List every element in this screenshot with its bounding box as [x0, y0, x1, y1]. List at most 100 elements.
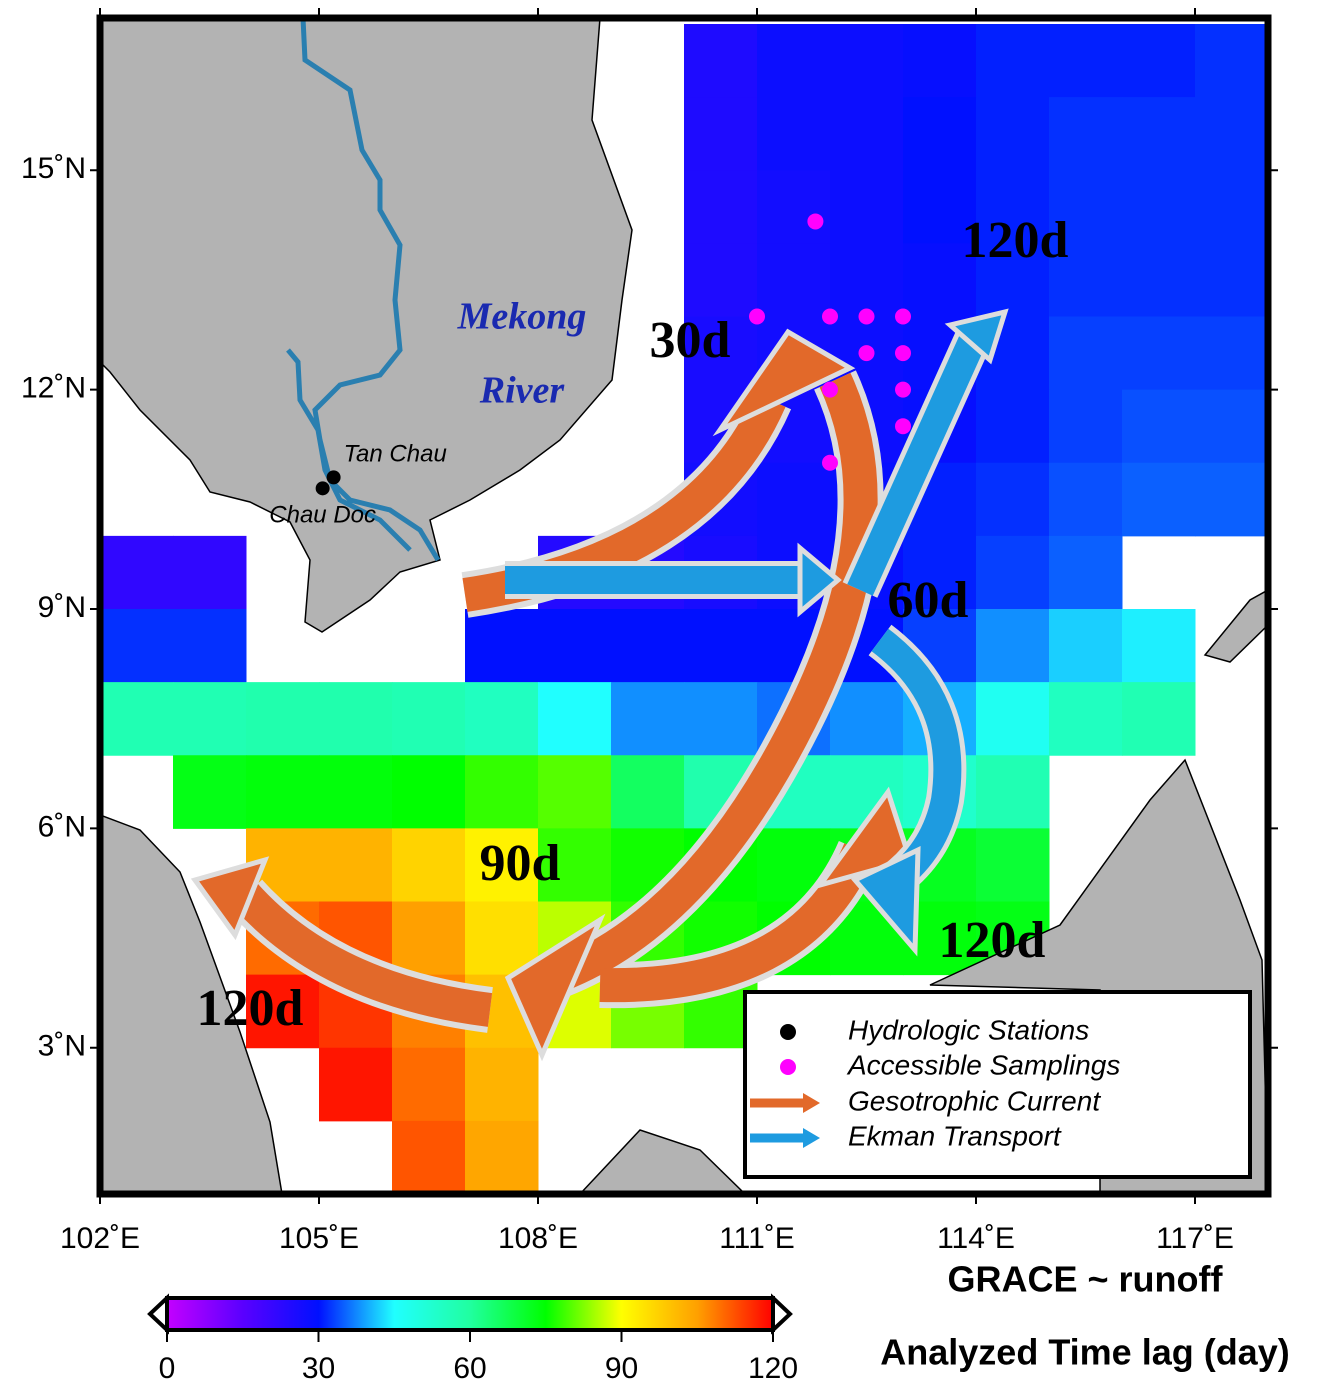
lag-cell — [392, 755, 466, 829]
lag-cell — [1049, 535, 1123, 610]
legend-symbol — [780, 1024, 796, 1040]
lag-cell — [903, 170, 977, 244]
sampling-point — [749, 308, 765, 325]
x-tick-label: 105˚E — [279, 1222, 359, 1255]
lag-cell — [830, 170, 904, 244]
legend-box — [743, 990, 1252, 1179]
palawan — [1203, 589, 1268, 663]
lag-cell — [976, 682, 1050, 756]
lag-cell — [903, 97, 977, 171]
lag-cell — [173, 682, 247, 756]
lag-cell — [100, 609, 174, 683]
lag-cell — [173, 535, 247, 610]
station — [315, 481, 330, 496]
colorbar-cap — [147, 1293, 169, 1335]
lag-cell — [392, 1120, 466, 1194]
y-tick-label: 15˚N — [21, 152, 86, 185]
y-tick-label: 6˚N — [38, 810, 86, 843]
lag-cell — [757, 24, 831, 98]
lag-cell — [465, 609, 539, 683]
lag-cell — [611, 682, 685, 756]
lag-cell — [1049, 24, 1123, 98]
lag-cell — [319, 682, 393, 756]
lag-cell — [1049, 316, 1123, 391]
lag-cell — [903, 243, 977, 317]
station-label: Chau Doc — [269, 502, 376, 529]
lag-cell — [465, 828, 539, 902]
lag-cell — [830, 97, 904, 171]
lag-cell — [1122, 316, 1196, 391]
lag-cell — [903, 535, 977, 610]
lag-label: 120d — [197, 980, 304, 1037]
legend-symbol — [780, 1059, 796, 1075]
x-tick-label: 114˚E — [937, 1222, 1015, 1255]
colorbar-tick-label: 60 — [453, 1352, 486, 1385]
river-label: Mekong — [457, 296, 587, 338]
lag-cell — [538, 828, 612, 902]
lag-cell — [1122, 243, 1196, 317]
lag-cell — [684, 316, 758, 391]
lag-cell — [173, 755, 247, 829]
lag-cell — [976, 170, 1050, 244]
lag-cell — [830, 24, 904, 98]
lag-cell — [976, 755, 1050, 829]
lag-cell — [392, 828, 466, 902]
lag-cell — [684, 609, 758, 683]
colorbar — [165, 1296, 775, 1332]
lag-label: 120d — [939, 912, 1046, 969]
lag-cell — [465, 755, 539, 829]
sampling-point — [895, 381, 911, 398]
lag-cell — [1049, 462, 1123, 537]
lag-cell — [976, 828, 1050, 902]
lag-cell — [246, 974, 320, 1049]
lag-cell — [1122, 170, 1196, 244]
lag-cell — [392, 682, 466, 756]
colorbar-ticks: 0 30 60 90 120 — [159, 1330, 798, 1385]
lag-cell — [246, 755, 320, 829]
legend-label: Gesotrophic Current — [848, 1085, 1101, 1116]
indochina — [100, 18, 633, 633]
lag-labels: 30d 60d 90d 120d 120d 120d — [197, 212, 1069, 1037]
sampling-point — [895, 418, 911, 435]
sampling-point — [895, 345, 911, 362]
lag-cell — [976, 243, 1050, 317]
legend-label: Accessible Samplings — [846, 1049, 1120, 1080]
lag-cell — [976, 462, 1050, 537]
colorbar-tick-label: 30 — [302, 1352, 335, 1385]
river-label: River — [479, 370, 566, 412]
lag-cell — [465, 682, 539, 756]
colorbar-tick-label: 90 — [605, 1352, 638, 1385]
sampling-point — [822, 308, 838, 325]
station-label: Tan Chau — [344, 441, 447, 468]
lag-cell — [611, 609, 685, 683]
sampling-point — [858, 345, 875, 362]
map-frame — [96, 14, 1272, 1198]
lag-cell — [757, 170, 831, 244]
lag-cell — [1122, 609, 1196, 683]
lag-cell — [976, 24, 1050, 98]
colorbar-tick-label: 120 — [748, 1352, 798, 1385]
lag-cell — [100, 535, 174, 610]
lag-cell — [1195, 316, 1268, 391]
lag-cell — [319, 828, 393, 902]
lag-cell — [1195, 389, 1268, 464]
axes: 102˚E 105˚E 108˚E 111˚E 114˚E 117˚E 3˚N 6˚N 9˚N 1… — [21, 8, 1278, 1255]
points: Tan Chau Chau Doc — [269, 213, 911, 529]
lag-cell — [1049, 243, 1123, 317]
lag-label: 30d — [650, 312, 731, 369]
lag-cell — [684, 243, 758, 317]
lag-cell — [1122, 682, 1196, 756]
lag-cell — [611, 755, 685, 829]
y-tick-label: 3˚N — [38, 1030, 86, 1063]
lag-cell — [684, 170, 758, 244]
station — [326, 470, 341, 485]
lag-cell — [1122, 462, 1196, 537]
lag-cell — [1195, 243, 1268, 317]
sampling-point — [858, 308, 875, 325]
lag-cell — [684, 682, 758, 756]
lag-cell — [903, 24, 977, 98]
sampling-point — [895, 308, 911, 325]
lag-cell — [757, 243, 831, 317]
lag-cell — [1049, 682, 1123, 756]
lag-cell — [173, 609, 247, 683]
